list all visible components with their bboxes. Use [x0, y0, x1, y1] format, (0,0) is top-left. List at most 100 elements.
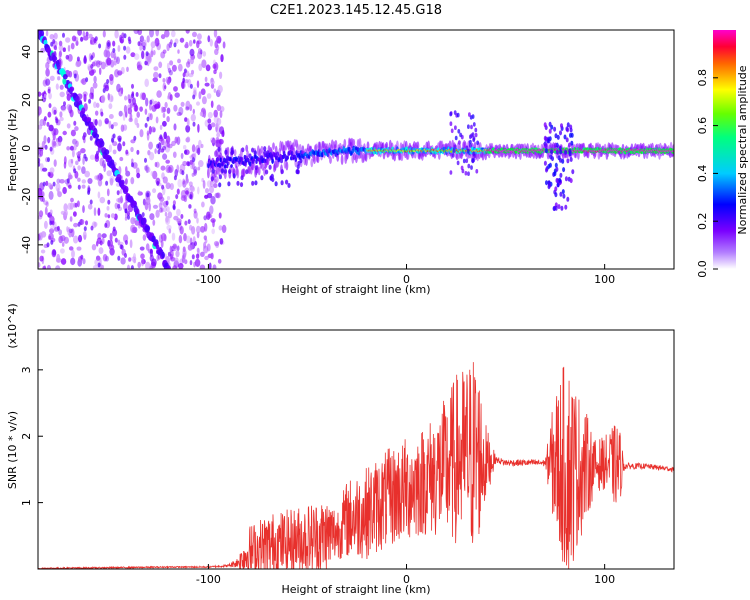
heatmap-cell — [39, 30, 45, 38]
heatmap-cell — [162, 176, 168, 184]
heatmap-cell — [136, 111, 140, 118]
heatmap-cell — [145, 196, 151, 206]
heatmap-cell — [165, 164, 171, 174]
heatmap-cell — [113, 56, 119, 63]
heatmap-cell — [470, 165, 473, 170]
snr-panel: -100 0 100 1 2 3 Height of straight line (km… — [6, 303, 675, 596]
heatmap-cell — [52, 249, 57, 256]
heatmap-cell — [564, 149, 568, 155]
heatmap-cell — [99, 140, 105, 148]
heatmap-cell — [123, 54, 127, 60]
heatmap-cell — [179, 163, 186, 172]
heatmap-cell — [552, 206, 556, 212]
heatmap-cell — [553, 142, 557, 148]
heatmap-cell — [196, 80, 200, 89]
heatmap-cell — [39, 255, 44, 262]
heatmap-cell — [186, 136, 191, 143]
heatmap-cell — [87, 187, 91, 193]
heatmap-cell — [79, 218, 83, 226]
heatmap-cell — [127, 211, 130, 217]
heatmap-cell — [47, 88, 51, 94]
heatmap-cell — [182, 77, 185, 84]
heatmap-cell — [263, 166, 266, 177]
heatmap-cell — [148, 125, 152, 135]
heatmap-cell — [177, 179, 183, 188]
heatmap-cell — [83, 35, 89, 41]
heatmap-cell — [90, 55, 94, 61]
heatmap-cell — [182, 144, 187, 150]
heatmap-cell — [568, 142, 571, 148]
heatmap-cell — [104, 213, 108, 218]
heatmap-cell — [146, 192, 150, 198]
heatmap-cell — [450, 128, 454, 134]
heatmap-cell — [553, 171, 557, 177]
heatmap-cell — [59, 116, 64, 122]
heatmap-cell — [135, 92, 139, 97]
heatmap-cell — [172, 200, 176, 206]
heatmap-cell — [207, 111, 213, 119]
heatmap-cell — [41, 140, 46, 149]
heatmap-cell — [166, 224, 172, 231]
heatmap-cell — [69, 216, 73, 222]
heatmap-cell — [211, 228, 216, 235]
heatmap-cell — [218, 138, 224, 145]
heatmap-cell — [154, 148, 157, 154]
heatmap-cell — [112, 133, 116, 139]
heatmap-cell — [559, 191, 563, 197]
heatmap-cell — [80, 147, 86, 154]
heatmap-cell — [94, 154, 100, 163]
heatmap-cell — [124, 208, 128, 214]
heatmap-cell — [219, 105, 225, 113]
heatmap-cell — [197, 147, 201, 156]
heatmap-cell — [166, 62, 170, 70]
heatmap-cell — [158, 61, 163, 69]
heatmap-cell — [56, 64, 61, 70]
heatmap-cell — [220, 54, 224, 63]
heatmap-cell — [106, 79, 110, 84]
heatmap-cell — [147, 112, 151, 118]
heatmap-cell — [178, 234, 183, 244]
heatmap-cell — [313, 155, 316, 165]
heatmap-cell — [38, 210, 44, 218]
heatmap-cell — [65, 37, 71, 43]
heatmap-cell — [170, 250, 174, 259]
heatmap-cell — [467, 124, 470, 129]
heatmap-cell — [208, 262, 212, 269]
heatmap-cell — [77, 184, 81, 190]
heatmap-cell — [124, 185, 129, 193]
heatmap-cell — [460, 165, 464, 171]
heatmap-cell — [62, 47, 66, 52]
heatmap-cell — [232, 173, 236, 179]
heatmap-cell — [195, 225, 201, 234]
heatmap-cell — [188, 40, 193, 47]
heatmap-cell — [56, 178, 61, 184]
heatmap-cell — [209, 38, 213, 47]
heatmap-cell — [242, 168, 246, 177]
heatmap-cell — [119, 156, 124, 162]
heatmap-cell — [148, 141, 153, 150]
heatmap-cell — [100, 94, 106, 104]
heatmap-cell — [60, 106, 67, 112]
top-x-ticks: -100 0 100 — [196, 264, 615, 286]
heatmap-cell — [122, 112, 126, 121]
heatmap-cell — [45, 78, 51, 86]
heatmap-cell — [57, 138, 62, 147]
colorbar-ticks: 0.0 0.2 0.4 0.6 0.8 — [696, 69, 718, 278]
heatmap-cell — [182, 178, 186, 185]
heatmap-cell — [141, 212, 145, 218]
heatmap-cell — [56, 253, 61, 263]
heatmap-cell — [192, 121, 196, 127]
heatmap-cell — [198, 91, 202, 100]
heatmap-cell — [204, 76, 208, 82]
heatmap-marks — [38, 30, 674, 269]
heatmap-cell — [58, 229, 63, 236]
heatmap-cell — [196, 101, 200, 106]
heatmap-cell — [67, 202, 72, 211]
heatmap-cell — [161, 146, 167, 151]
heatmap-cell — [549, 154, 553, 160]
heatmap-cell — [154, 103, 160, 109]
heatmap-cell — [173, 86, 178, 92]
heatmap-cell — [169, 183, 174, 190]
heatmap-cell — [149, 151, 155, 161]
heatmap-cell — [243, 161, 247, 167]
